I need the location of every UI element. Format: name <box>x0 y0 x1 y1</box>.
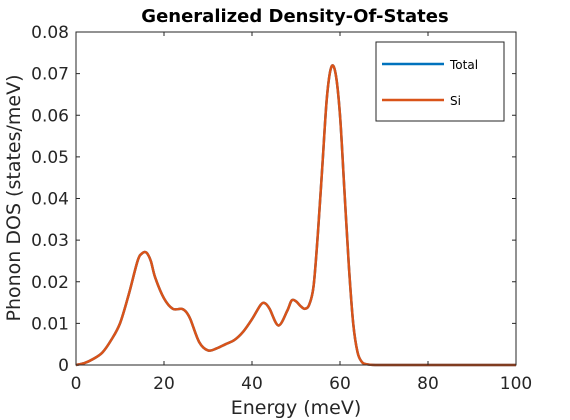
y-tick-label: 0.04 <box>31 190 69 210</box>
y-tick-label: 0.02 <box>31 273 69 293</box>
y-tick-label: 0 <box>58 356 69 376</box>
y-tick-label: 0.06 <box>31 106 69 126</box>
x-tick-label: 0 <box>71 374 82 394</box>
y-tick-label: 0.07 <box>31 65 69 85</box>
y-tick-label: 0.05 <box>31 148 69 168</box>
x-tick-label: 20 <box>153 374 175 394</box>
series-line-si <box>75 64 516 367</box>
y-tick-label: 0.03 <box>31 231 69 251</box>
legend-label-total: Total <box>449 58 478 72</box>
ticks-layer: 0 20 40 60 80 100 0 0.01 0.02 0.03 0.04 0.05 0.06 0.0… <box>31 23 532 394</box>
x-tick-label: 40 <box>241 374 263 394</box>
legend-label-si: Si <box>450 94 461 108</box>
x-tick-label: 100 <box>500 374 532 394</box>
y-axis-label: Phonon DOS (states/meV) <box>3 74 25 321</box>
x-tick-label: 60 <box>329 374 351 394</box>
y-tick-label: 0.01 <box>31 314 69 334</box>
y-tick-label: 0.08 <box>31 23 69 43</box>
x-axis-label: Energy (meV) <box>231 397 362 419</box>
x-tick-label: 80 <box>417 374 439 394</box>
legend: Total Si <box>375 41 505 122</box>
series-layer <box>75 64 516 367</box>
chart-title: Generalized Density-Of-States <box>141 6 448 27</box>
legend-box <box>375 41 505 122</box>
